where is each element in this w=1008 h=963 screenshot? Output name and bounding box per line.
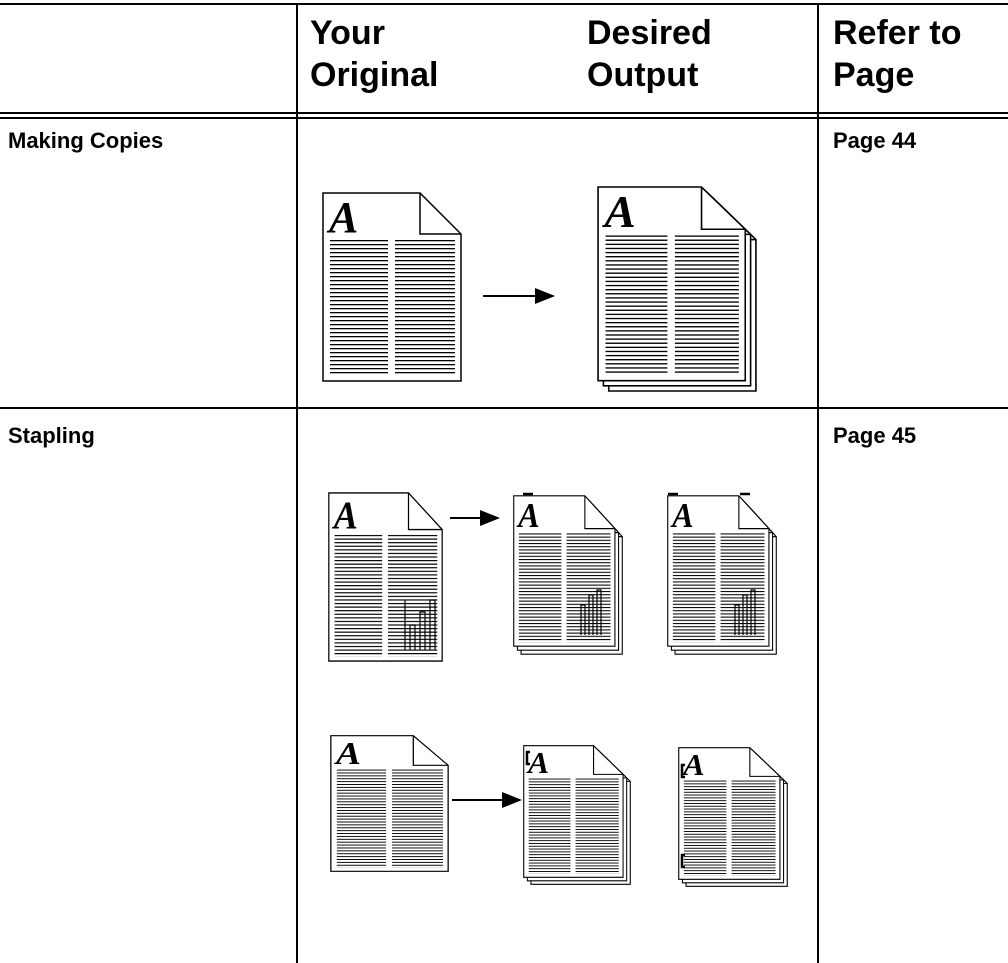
row-page: Page 44 <box>833 128 917 153</box>
row-label: Making Copies <box>8 128 164 153</box>
grid-lines <box>0 3 1008 963</box>
header-refer: Refer to Page <box>833 14 962 94</box>
header-output: Desired Output <box>587 14 712 94</box>
row-label: Stapling <box>8 423 95 448</box>
illustration-copies <box>322 187 756 391</box>
row-page: Page 45 <box>833 423 917 448</box>
header-original: Your Original <box>310 14 439 94</box>
illustration-stapling <box>328 492 787 886</box>
